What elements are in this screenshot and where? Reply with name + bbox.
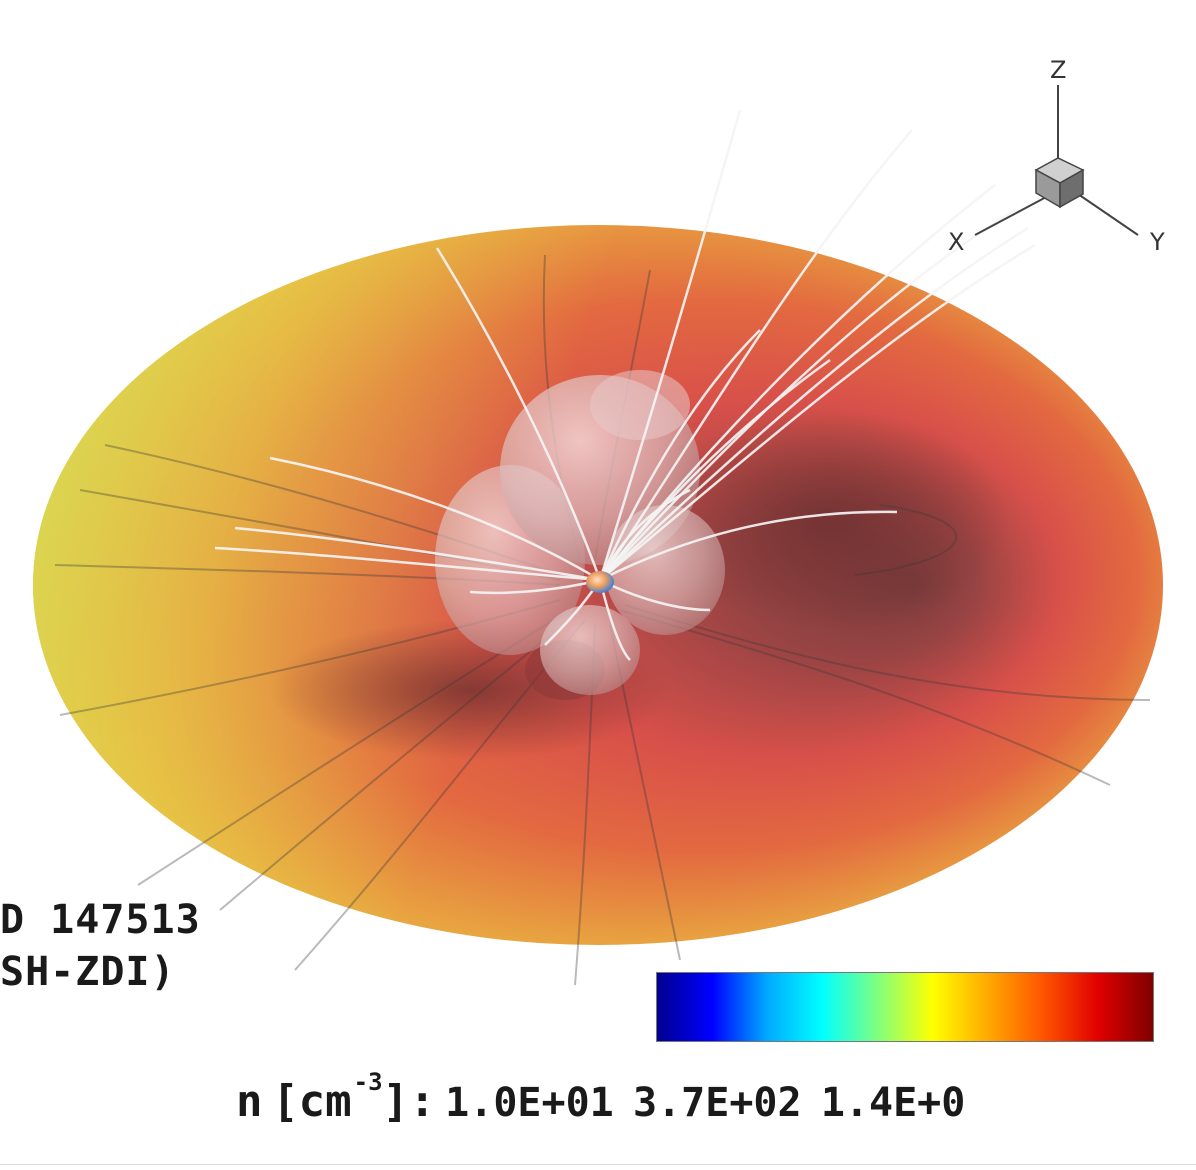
central-star <box>586 571 614 593</box>
axis-label-x: X <box>948 228 964 256</box>
orientation-axes: Z X Y <box>948 56 1165 256</box>
bottom-divider <box>0 1164 1196 1165</box>
colorbar-tick-max: 1.4E+0 <box>820 1080 966 1126</box>
caption-method: SH-ZDI) <box>0 949 176 995</box>
colorbar-tick-mid: 3.7E+02 <box>633 1080 802 1126</box>
disk-shadow-band-right <box>650 410 1010 630</box>
colorbar-legend: n [cm-3]: 1.0E+01 3.7E+02 1.4E+0 <box>236 1070 966 1126</box>
colorbar <box>656 972 1154 1042</box>
colorbar-tick-min: 1.0E+01 <box>445 1080 614 1126</box>
axis-label-y: Y <box>1149 228 1165 256</box>
orientation-cube-right <box>1059 168 1084 209</box>
axis-label-z: Z <box>1050 56 1066 84</box>
legend-unit: [cm <box>272 1076 352 1127</box>
legend-unit-exponent: -3 <box>353 1068 383 1096</box>
legend-unit-close: ]: <box>382 1076 436 1127</box>
caption-star-name: D 147513 <box>0 897 201 943</box>
legend-variable: n <box>236 1076 263 1127</box>
